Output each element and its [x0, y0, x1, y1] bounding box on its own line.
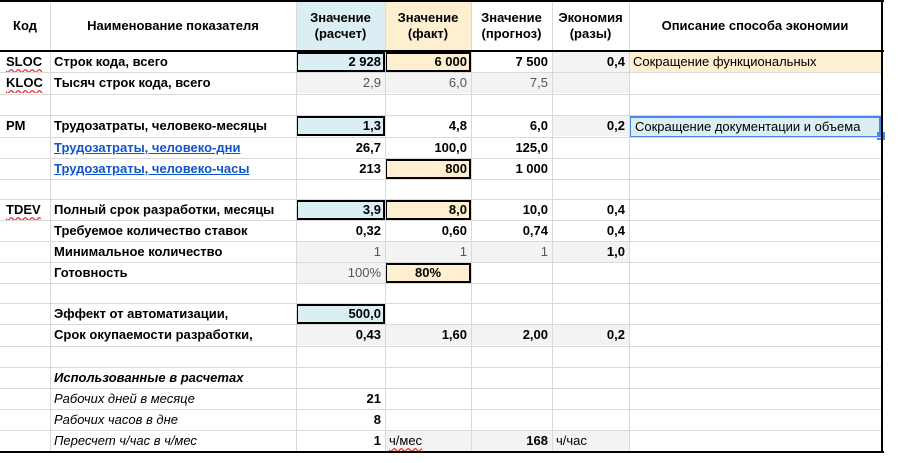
- pm-name[interactable]: Трудозатраты, человеко-месяцы: [54, 118, 267, 133]
- payback-name[interactable]: Срок окупаемости разработки,: [54, 327, 253, 342]
- sloc-name[interactable]: Строк кода, всего: [54, 54, 168, 69]
- wdays-calc[interactable]: 21: [366, 391, 381, 406]
- sloc-desc[interactable]: Сокращение функциональных: [629, 52, 881, 72]
- payback-economy[interactable]: 0,2: [552, 325, 629, 345]
- tdev-forecast[interactable]: 10,0: [522, 202, 548, 217]
- pm-fact[interactable]: 4,8: [448, 118, 467, 133]
- tdev-code[interactable]: TDEV: [6, 202, 41, 217]
- days-calc[interactable]: 26,7: [355, 140, 381, 155]
- header-forecast[interactable]: Значение (прогноз): [481, 9, 542, 41]
- staff-name[interactable]: Требуемое количество ставок: [54, 223, 248, 238]
- header-calc[interactable]: Значение (расчет): [296, 0, 385, 51]
- kloc-code[interactable]: KLOC: [6, 75, 43, 90]
- payback-fact[interactable]: 1,60: [385, 325, 471, 345]
- minq-fact[interactable]: 1: [385, 242, 471, 262]
- pm-economy[interactable]: 0,2: [552, 116, 629, 136]
- pm-code[interactable]: PM: [6, 118, 26, 133]
- sloc-forecast[interactable]: 7 500: [515, 54, 548, 69]
- ready-name[interactable]: Готовность: [54, 265, 128, 280]
- whours-calc[interactable]: 8: [373, 412, 381, 427]
- kloc-fact[interactable]: 6,0: [385, 73, 471, 93]
- hours-forecast[interactable]: 1 000: [515, 161, 548, 176]
- used-heading[interactable]: Использованные в расчетах: [54, 370, 244, 385]
- days-link[interactable]: Трудозатраты, человеко-дни: [54, 140, 241, 155]
- hours-link[interactable]: Трудозатраты, человеко-часы: [54, 161, 250, 176]
- staff-forecast[interactable]: 0,74: [522, 223, 548, 238]
- ready-calc[interactable]: 100%: [296, 263, 385, 283]
- kloc-forecast[interactable]: 7,5: [471, 73, 552, 93]
- pm-calc[interactable]: 1,3: [296, 116, 385, 136]
- header-code[interactable]: Код: [13, 17, 37, 33]
- staff-fact[interactable]: 0,60: [441, 223, 467, 238]
- ready-fact[interactable]: 80%: [385, 263, 471, 283]
- whours-name[interactable]: Рабочих часов в дне: [54, 412, 178, 427]
- effect-name[interactable]: Эффект от автоматизации,: [54, 306, 229, 321]
- tdev-name[interactable]: Полный срок разработки, месяцы: [54, 202, 275, 217]
- sloc-code[interactable]: SLOC: [6, 54, 43, 69]
- conv-name[interactable]: Пересчет ч/час в ч/мес: [50, 431, 296, 451]
- minq-calc[interactable]: 1: [296, 242, 385, 262]
- hours-fact[interactable]: 800: [385, 159, 471, 179]
- tdev-calc[interactable]: 3,9: [296, 200, 385, 220]
- conv-economy-unit[interactable]: ч/час: [552, 431, 629, 451]
- staff-calc[interactable]: 0,32: [355, 223, 381, 238]
- pm-desc-selected[interactable]: Сокращение документации и объема: [629, 116, 881, 138]
- conv-fact-unit[interactable]: ч/мес: [385, 431, 471, 451]
- effect-calc[interactable]: 500,0: [296, 304, 385, 324]
- payback-forecast[interactable]: 2,00: [471, 325, 552, 345]
- pm-forecast[interactable]: 6,0: [529, 118, 548, 133]
- days-fact[interactable]: 100,0: [434, 140, 467, 155]
- minq-forecast[interactable]: 1: [471, 242, 552, 262]
- conv-forecast[interactable]: 168: [471, 431, 552, 451]
- kloc-economy[interactable]: [552, 73, 629, 93]
- kloc-name[interactable]: Тысяч строк кода, всего: [54, 75, 211, 90]
- header-fact[interactable]: Значение (факт): [385, 0, 471, 51]
- wdays-name[interactable]: Рабочих дней в месяце: [54, 391, 195, 406]
- header-name[interactable]: Наименование показателя: [87, 17, 259, 33]
- minq-name[interactable]: Минимальное количество: [54, 244, 223, 259]
- sloc-fact[interactable]: 6 000: [385, 52, 471, 72]
- payback-calc[interactable]: 0,43: [296, 325, 385, 345]
- conv-name-text: Пересчет ч/час в ч/мес: [54, 433, 197, 448]
- sloc-economy[interactable]: 0,4: [552, 52, 629, 72]
- kloc-calc[interactable]: 2,9: [296, 73, 385, 93]
- staff-economy[interactable]: 0,4: [606, 223, 625, 238]
- hours-calc[interactable]: 213: [359, 161, 381, 176]
- tdev-economy[interactable]: 0,4: [606, 202, 625, 217]
- minq-economy[interactable]: 1,0: [552, 242, 629, 262]
- header-economy[interactable]: Экономия (разы): [558, 9, 623, 41]
- header-desc[interactable]: Описание способа экономии: [661, 17, 849, 33]
- days-forecast[interactable]: 125,0: [515, 140, 548, 155]
- conv-calc[interactable]: 1: [373, 433, 381, 448]
- conv-fact-unit-text: ч/мес: [389, 433, 423, 448]
- tdev-fact[interactable]: 8,0: [385, 200, 471, 220]
- sloc-calc[interactable]: 2 928: [296, 52, 385, 72]
